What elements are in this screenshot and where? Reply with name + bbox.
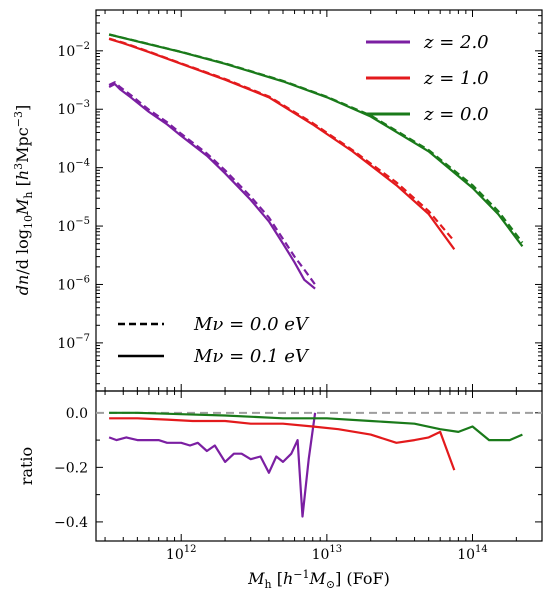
legend-label: Mν = 0.0 eV	[193, 314, 310, 335]
y-tick-label: −0.4	[54, 515, 88, 531]
y-tick-label: 10−3	[57, 99, 90, 118]
ratio-line	[108, 412, 317, 518]
top-panel-series	[108, 33, 524, 290]
legend-label: Mν = 0.1 eV	[193, 346, 310, 367]
bottom-y-axis-label: ratio	[17, 447, 36, 485]
series-line	[108, 81, 316, 286]
redshift-legend: z = 2.0 z = 1.0 z = 0.0	[366, 32, 489, 125]
top-panel: 10−7 10−6 10−5 10−4 10−3 10−2 dn/d log10Mh [h…	[12, 9, 543, 392]
top-y-axis-label: dn/d log10Mh [h3Mpc−3]	[12, 105, 35, 295]
legend-label: z = 0.0	[423, 104, 489, 125]
top-panel-ticks	[96, 9, 543, 391]
y-tick-label: 10−7	[57, 333, 90, 352]
x-tick-label: 1014	[457, 544, 488, 563]
legend-label: z = 1.0	[423, 68, 489, 89]
x-tick-label: 1012	[166, 544, 197, 563]
series-line	[108, 82, 316, 290]
y-tick-label: 10−6	[57, 274, 90, 293]
x-tick-label: 1013	[312, 544, 343, 563]
y-tick-label: 0.0	[66, 406, 88, 422]
series-line	[108, 37, 456, 242]
ratio-line	[109, 411, 523, 442]
x-tick-labels: 1012 1013 1014	[166, 544, 488, 563]
series-line	[108, 33, 524, 244]
x-axis-label: Mh [h−1M⊙] (FoF)	[247, 568, 390, 591]
y-tick-label: −0.2	[54, 460, 88, 476]
neutrino-mass-legend: Mν = 0.0 eV Mν = 0.1 eV	[118, 314, 310, 367]
y-tick-label: 10−2	[57, 41, 90, 60]
series-line	[108, 33, 524, 247]
bottom-panel-series	[96, 411, 542, 518]
bottom-y-tick-labels: 0.0 −0.2 −0.4	[54, 406, 88, 531]
bottom-panel-ticks	[96, 391, 543, 541]
bottom-panel-frame	[95, 390, 543, 542]
legend-label: z = 2.0	[423, 32, 489, 53]
bottom-panel: 0.0 −0.2 −0.4 1012 1013 1014 ratio Mh [h−1M⊙…	[17, 390, 543, 591]
series-line	[108, 37, 456, 250]
y-tick-label: 10−5	[57, 216, 90, 235]
top-y-tick-labels: 10−7 10−6 10−5 10−4 10−3 10−2	[57, 41, 90, 352]
ratio-line	[109, 417, 456, 471]
y-tick-label: 10−4	[57, 158, 90, 177]
